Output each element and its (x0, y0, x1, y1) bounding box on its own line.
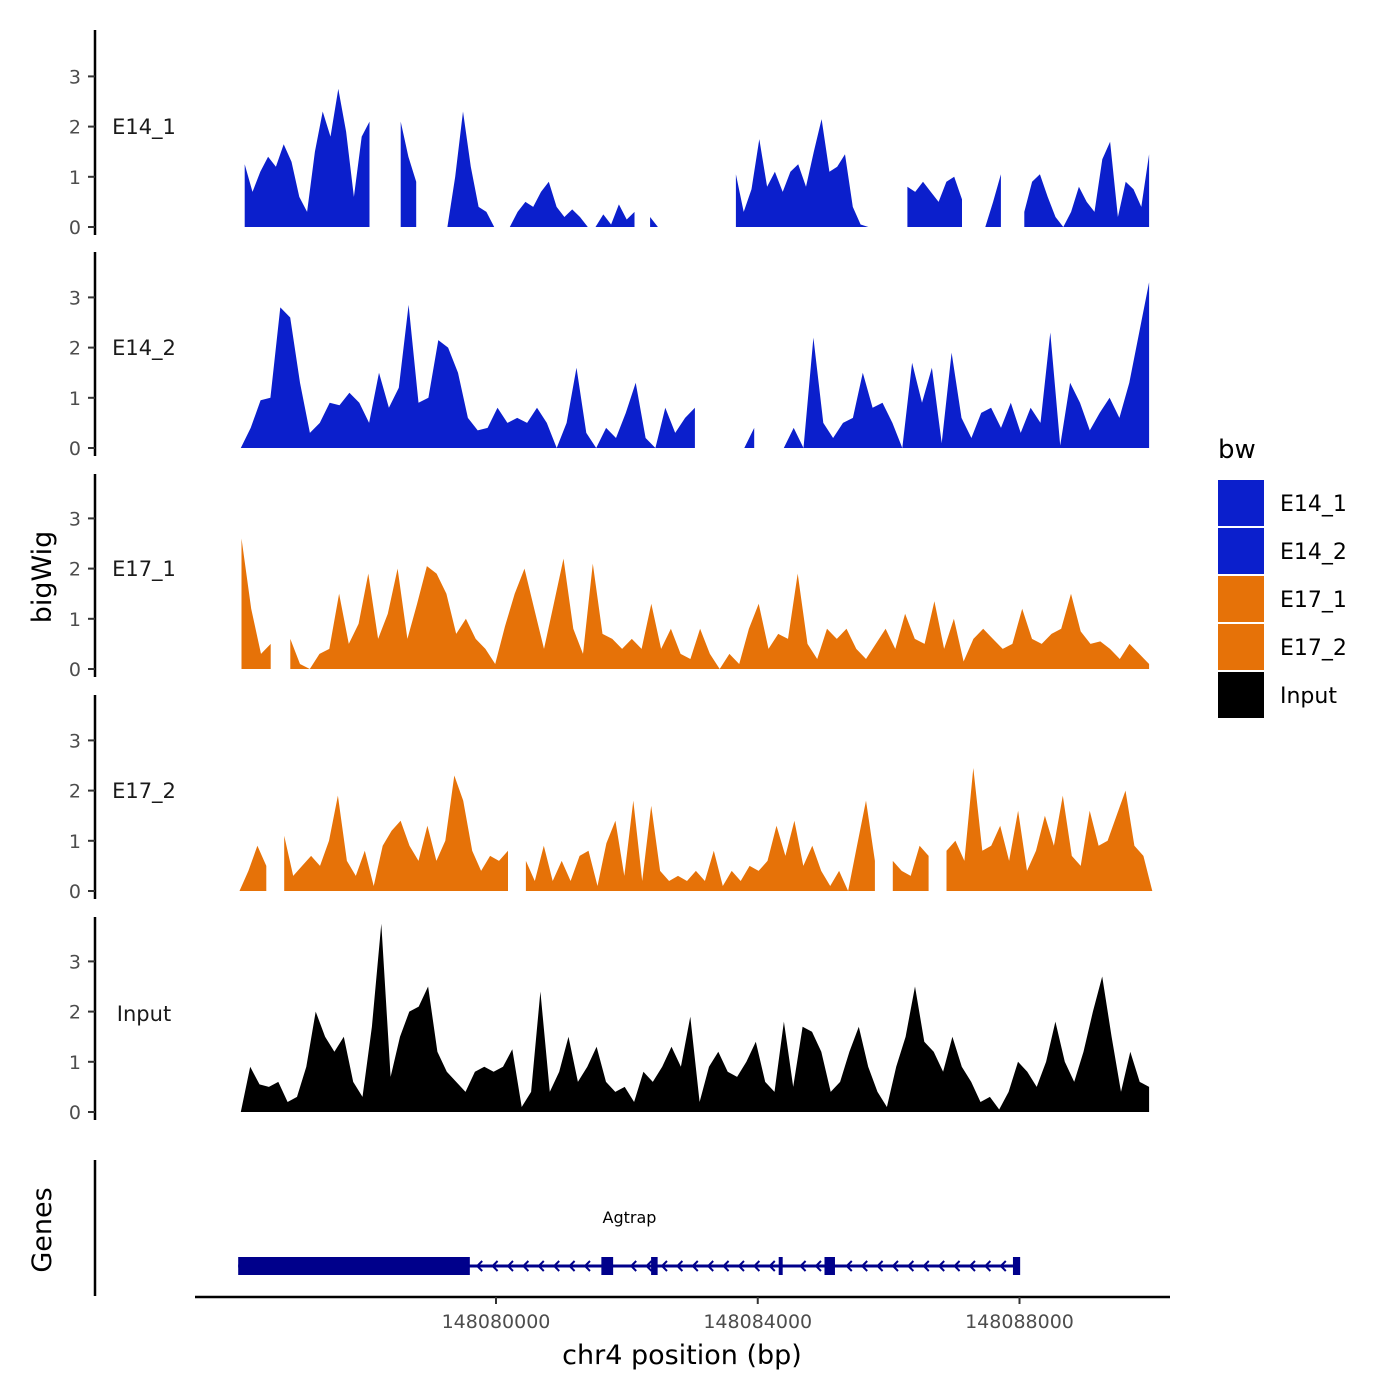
y-tick-label: 0 (69, 1102, 81, 1124)
strand-arrow (999, 1260, 1007, 1272)
strand-arrow (645, 1260, 653, 1272)
strand-arrow (752, 1260, 761, 1272)
strand-arrow (922, 1260, 930, 1272)
y-tick-label: 2 (69, 559, 81, 581)
strand-arrow (814, 1260, 822, 1272)
strand-arrow (568, 1260, 576, 1272)
gene-exon (238, 1257, 470, 1275)
legend: bw E14_1 E14_2 E17_1 E17_2 Input (1218, 435, 1347, 718)
strand-arrow (891, 1260, 899, 1272)
strand-arrow (629, 1260, 637, 1272)
track-label: Input (117, 1002, 171, 1026)
strand-arrow (876, 1260, 884, 1272)
legend-label: E17_1 (1280, 588, 1347, 613)
strand-arrow (660, 1260, 668, 1272)
strand-arrow (722, 1260, 730, 1272)
gene-exon (824, 1257, 835, 1275)
area-Input (240, 923, 1150, 1112)
y-tick-label: 2 (69, 1002, 81, 1024)
track-label: E14_1 (112, 115, 176, 140)
legend-label: E14_2 (1280, 540, 1347, 565)
y-tick-label: 2 (69, 338, 81, 360)
track-E14_2: 0 1 2 3 E14_2 (69, 252, 1150, 460)
gene-exon (651, 1257, 658, 1275)
y-axis-title: bigWig (27, 531, 58, 624)
signal-tracks: 0 1 2 3 E14_1 0 1 2 3 E14_2 0 1 2 3 E17_1 0 1 2 3 E17_2 0 1 2 3… (69, 30, 1153, 1124)
track-Input: 0 1 2 3 Input (69, 917, 1150, 1124)
legend-swatch-E14_2 (1218, 528, 1264, 574)
gene-exon (778, 1257, 783, 1275)
gene-exon (1012, 1257, 1021, 1275)
legend-swatch-E14_1 (1218, 480, 1264, 526)
y-tick-label: 2 (69, 117, 81, 139)
strand-arrow (475, 1260, 483, 1272)
gene-name-label: Agtrap (603, 1208, 657, 1227)
legend-label: E14_1 (1280, 492, 1347, 517)
strand-arrow (737, 1260, 745, 1272)
y-tick-label: 3 (69, 287, 81, 309)
strand-arrow (983, 1260, 992, 1272)
strand-arrow (968, 1260, 976, 1272)
strand-arrow (552, 1260, 560, 1272)
strand-arrow (506, 1260, 514, 1272)
strand-arrow (953, 1260, 961, 1272)
strand-arrow (691, 1260, 699, 1272)
track-E14_1: 0 1 2 3 E14_1 (69, 30, 1150, 239)
strand-arrow (799, 1260, 807, 1272)
genes-track: Agtrap (93, 1160, 1021, 1296)
y-tick-label: 3 (69, 66, 81, 88)
area-E17_2 (239, 768, 1153, 891)
y-tick-label: 0 (69, 438, 81, 460)
strand-arrow (937, 1260, 945, 1272)
track-label: E17_1 (112, 557, 176, 582)
strand-arrow (768, 1260, 776, 1272)
legend-swatch-Input (1218, 672, 1264, 718)
y-tick-label: 0 (69, 881, 81, 903)
strand-arrow (906, 1260, 915, 1272)
y-tick-label: 1 (69, 609, 81, 631)
gene-exon (601, 1257, 614, 1275)
genes-track-title: Genes (27, 1187, 58, 1272)
area-E17_1 (241, 538, 1150, 669)
strand-arrow (860, 1260, 868, 1272)
strand-arrow (675, 1260, 684, 1272)
legend-label: Input (1280, 684, 1337, 709)
y-tick-label: 1 (69, 167, 81, 189)
legend-title: bw (1218, 435, 1256, 465)
legend-label: E17_2 (1280, 636, 1347, 661)
track-label: E14_2 (112, 336, 176, 361)
y-tick-label: 2 (69, 781, 81, 803)
y-tick-label: 1 (69, 831, 81, 853)
strand-arrow (706, 1260, 714, 1272)
track-E17_2: 0 1 2 3 E17_2 (69, 695, 1153, 903)
y-tick-label: 1 (69, 1052, 81, 1074)
x-tick-label: 148088000 (965, 1311, 1074, 1333)
strand-arrow (845, 1260, 853, 1272)
x-tick-label: 148080000 (442, 1311, 551, 1333)
y-tick-label: 0 (69, 659, 81, 681)
y-tick-label: 3 (69, 951, 81, 973)
legend-swatch-E17_1 (1218, 576, 1264, 622)
x-axis-title: chr4 position (bp) (562, 1340, 802, 1371)
y-tick-label: 1 (69, 388, 81, 410)
strand-arrow (491, 1260, 499, 1272)
y-tick-label: 3 (69, 730, 81, 752)
area-E14_1 (244, 88, 1150, 228)
x-tick-label: 148084000 (703, 1311, 812, 1333)
area-E14_2 (240, 282, 1150, 448)
y-tick-label: 0 (69, 217, 81, 239)
track-E17_1: 0 1 2 3 E17_1 (69, 474, 1150, 681)
x-axis: 148080000 148084000 148088000 (195, 1295, 1170, 1333)
legend-swatch-E17_2 (1218, 624, 1264, 670)
track-label: E17_2 (112, 779, 176, 804)
strand-arrow (521, 1260, 530, 1272)
y-tick-label: 3 (69, 508, 81, 530)
strand-arrow (583, 1260, 591, 1272)
strand-arrow (537, 1260, 545, 1272)
